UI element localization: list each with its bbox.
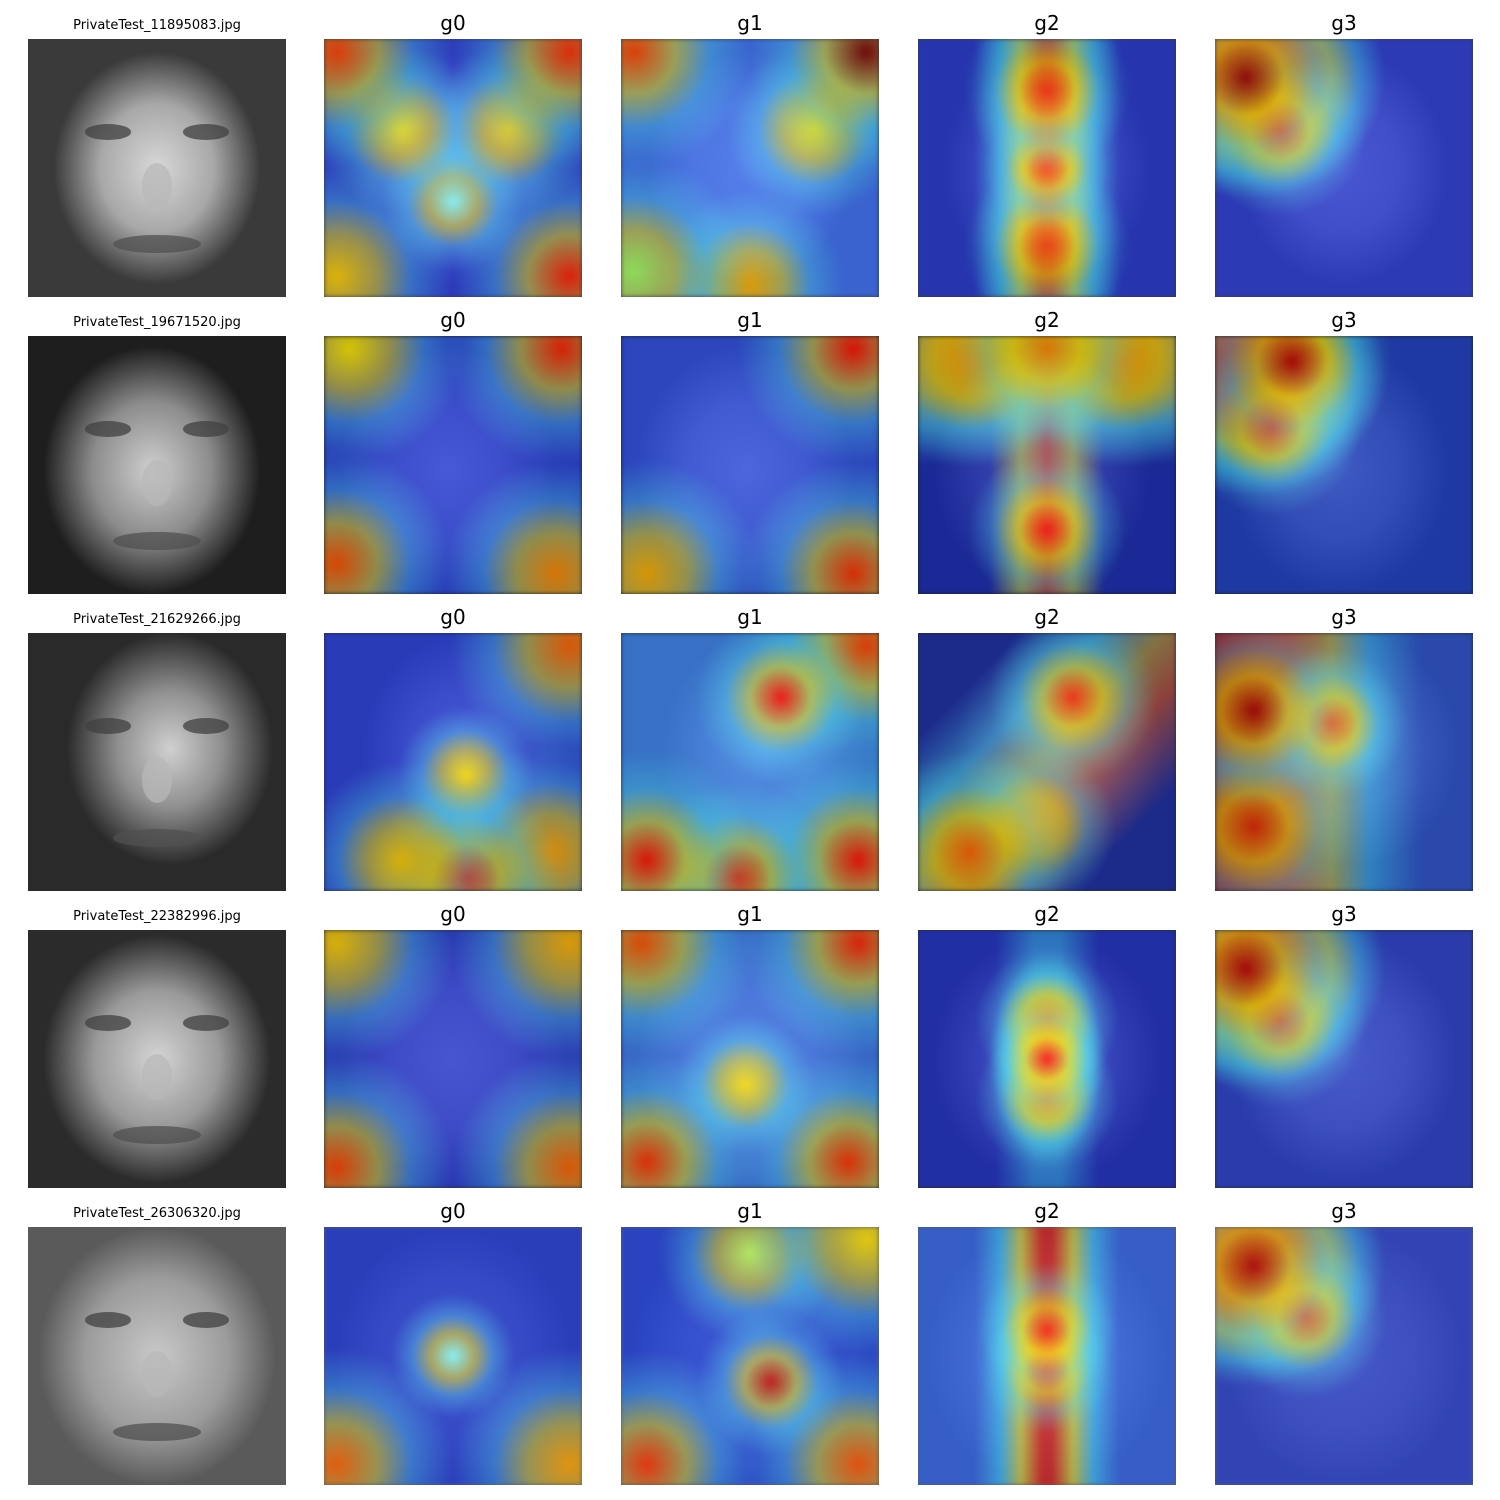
face-feature [84, 1312, 132, 1328]
gradcam-heatmap-g1 [621, 39, 879, 297]
heatmap-overlay [621, 39, 879, 297]
heatmap-label-g0: g0 [440, 605, 466, 629]
image-filename: PrivateTest_26306320.jpg [73, 1206, 241, 1221]
face-feature [182, 421, 230, 437]
heatmap-label-g0: g0 [440, 902, 466, 926]
face-feature [113, 1126, 201, 1145]
heatmap-overlay [621, 1227, 879, 1485]
heatmap-label-g0: g0 [440, 11, 466, 35]
gradcam-heatmap-g3 [1215, 1227, 1473, 1485]
heatmap-overlay [918, 1227, 1176, 1485]
gradcam-heatmap-g0 [324, 336, 582, 594]
heatmap-label-g3: g3 [1331, 11, 1357, 35]
heatmap-label-g1: g1 [737, 11, 763, 35]
heatmap-overlay [324, 633, 582, 891]
face-feature [113, 829, 201, 848]
heatmap-label-g1: g1 [737, 308, 763, 332]
face-feature [182, 718, 230, 734]
heatmap-label-g3: g3 [1331, 1199, 1357, 1223]
face-feature [141, 1053, 173, 1101]
heatmap-label-g1: g1 [737, 902, 763, 926]
original-face-image [28, 633, 286, 891]
heatmap-overlay [621, 930, 879, 1188]
gradcam-heatmap-g1 [621, 633, 879, 891]
face-feature [141, 162, 173, 210]
original-face-image [28, 1227, 286, 1485]
image-filename: PrivateTest_22382996.jpg [73, 909, 241, 924]
gradcam-heatmap-g3 [1215, 39, 1473, 297]
face-feature [84, 421, 132, 437]
heatmap-overlay [1215, 930, 1473, 1188]
heatmap-label-g1: g1 [737, 605, 763, 629]
gradcam-heatmap-g0 [324, 1227, 582, 1485]
heatmap-overlay [324, 39, 582, 297]
gradcam-heatmap-g2 [918, 39, 1176, 297]
gradcam-heatmap-g3 [1215, 336, 1473, 594]
heatmap-overlay [1215, 633, 1473, 891]
heatmap-label-g3: g3 [1331, 308, 1357, 332]
gradcam-heatmap-g3 [1215, 633, 1473, 891]
original-face-image [28, 39, 286, 297]
heatmap-overlay [918, 39, 1176, 297]
face-feature [141, 459, 173, 507]
original-face-image [28, 336, 286, 594]
gradcam-heatmap-g0 [324, 633, 582, 891]
heatmap-overlay [324, 336, 582, 594]
heatmap-label-g0: g0 [440, 308, 466, 332]
gradcam-heatmap-g1 [621, 1227, 879, 1485]
heatmap-label-g0: g0 [440, 1199, 466, 1223]
face-feature [182, 1312, 230, 1328]
face-feature [141, 1350, 173, 1398]
image-filename: PrivateTest_21629266.jpg [73, 612, 241, 627]
heatmap-label-g2: g2 [1034, 1199, 1060, 1223]
heatmap-overlay [324, 930, 582, 1188]
heatmap-overlay [918, 336, 1176, 594]
face-feature [84, 718, 132, 734]
image-filename: PrivateTest_19671520.jpg [73, 315, 241, 330]
face-feature [113, 235, 201, 254]
heatmap-overlay [324, 1227, 582, 1485]
gradcam-heatmap-g2 [918, 633, 1176, 891]
face-feature [113, 532, 201, 551]
gradcam-heatmap-g2 [918, 336, 1176, 594]
heatmap-overlay [1215, 39, 1473, 297]
face-feature [182, 124, 230, 140]
original-face-image [28, 930, 286, 1188]
gradcam-heatmap-g0 [324, 930, 582, 1188]
heatmap-label-g2: g2 [1034, 605, 1060, 629]
face-feature [113, 1423, 201, 1442]
heatmap-overlay [918, 930, 1176, 1188]
heatmap-overlay [621, 633, 879, 891]
heatmap-label-g3: g3 [1331, 902, 1357, 926]
face-feature [84, 1015, 132, 1031]
heatmap-label-g1: g1 [737, 1199, 763, 1223]
face-feature [141, 756, 173, 804]
gradcam-heatmap-g1 [621, 930, 879, 1188]
heatmap-label-g2: g2 [1034, 308, 1060, 332]
image-filename: PrivateTest_11895083.jpg [73, 18, 241, 33]
gradcam-heatmap-g1 [621, 336, 879, 594]
heatmap-overlay [1215, 1227, 1473, 1485]
heatmap-overlay [918, 633, 1176, 891]
gradcam-heatmap-g2 [918, 930, 1176, 1188]
face-feature [84, 124, 132, 140]
heatmap-label-g2: g2 [1034, 902, 1060, 926]
heatmap-overlay [1215, 336, 1473, 594]
heatmap-overlay [621, 336, 879, 594]
heatmap-label-g3: g3 [1331, 605, 1357, 629]
gradcam-heatmap-g3 [1215, 930, 1473, 1188]
face-feature [182, 1015, 230, 1031]
heatmap-label-g2: g2 [1034, 11, 1060, 35]
gradcam-heatmap-g0 [324, 39, 582, 297]
gradcam-heatmap-g2 [918, 1227, 1176, 1485]
